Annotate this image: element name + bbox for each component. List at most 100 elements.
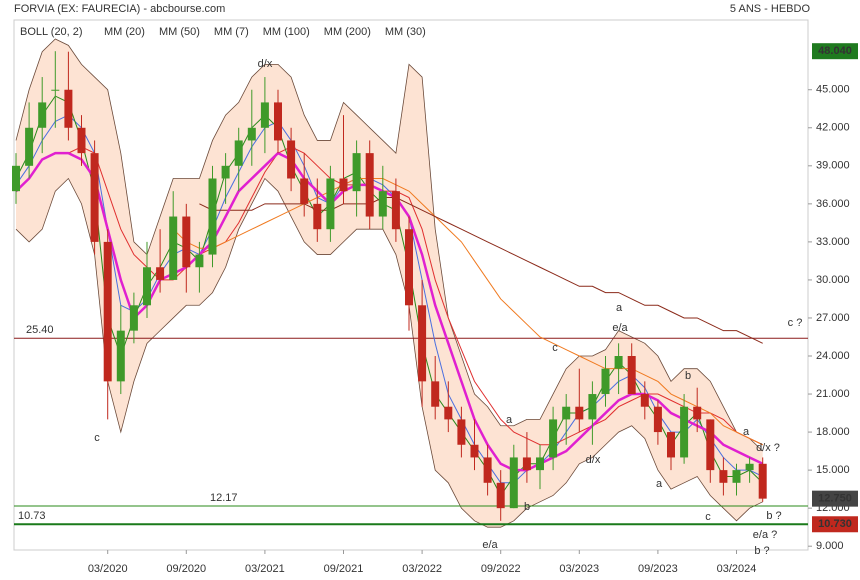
legend-label: MM (100): [263, 26, 310, 38]
price-badge: [812, 490, 858, 507]
wave-label: b: [685, 370, 691, 382]
candle-body: [339, 178, 348, 192]
x-tick-label: 03/2022: [402, 563, 442, 575]
legend-label: BOLL (20, 2): [20, 26, 83, 38]
candle-body: [391, 191, 400, 230]
moving-average: [172, 177, 763, 446]
candle-body: [51, 89, 60, 91]
candle-body: [64, 89, 73, 128]
y-tick-label: 39.000: [816, 160, 850, 172]
candle-body: [588, 394, 597, 420]
candle-body: [378, 191, 387, 217]
wave-label: d/x: [586, 454, 601, 466]
chart-subtitle: 5 ANS - HEBDO: [730, 3, 811, 15]
y-tick-label: 18.000: [816, 426, 850, 438]
candle-body: [365, 153, 374, 217]
legend-label: MM (20): [104, 26, 145, 38]
candle-body: [614, 356, 623, 369]
wave-label: e/a: [482, 539, 498, 551]
candle-body: [103, 241, 112, 382]
candle-body: [549, 419, 558, 458]
candle-body: [287, 140, 296, 179]
price-badge: [812, 43, 858, 60]
x-tick-label: 03/2023: [559, 563, 599, 575]
wave-label: c: [552, 342, 558, 354]
candle-body: [680, 406, 689, 458]
wave-label: e/a ?: [753, 529, 777, 541]
candles-layer: [12, 51, 767, 521]
lines-layer: [15, 95, 764, 497]
candle-body: [667, 432, 675, 458]
candle-body: [326, 178, 335, 230]
candle-body: [562, 406, 571, 420]
foreground-layer: 9.00012.00015.00018.00021.00024.00027.00…: [18, 26, 858, 575]
candle-body: [418, 305, 427, 382]
wave-label: a: [506, 414, 513, 426]
wave-label: c: [705, 511, 711, 523]
candle-body: [470, 444, 479, 458]
level-label: 25.40: [26, 324, 54, 336]
candle-body: [77, 127, 86, 154]
candle-body: [352, 153, 361, 192]
x-tick-label: 09/2022: [481, 563, 521, 575]
y-tick-label: 45.000: [816, 84, 850, 96]
moving-average: [199, 197, 763, 344]
candle-body: [195, 254, 204, 268]
candle-body: [274, 102, 282, 141]
candle-body: [143, 267, 151, 306]
moving-average: [15, 95, 764, 497]
x-tick-label: 09/2023: [638, 563, 678, 575]
candle-body: [405, 229, 413, 306]
candle-body: [457, 419, 466, 445]
legend-label: MM (50): [159, 26, 200, 38]
x-tick-label: 03/2021: [245, 563, 285, 575]
price-badge-label: 48.040: [818, 45, 852, 57]
wave-label: b ?: [754, 545, 769, 557]
wave-label: b: [524, 501, 530, 513]
candle-body: [745, 463, 754, 471]
candle-body: [627, 356, 636, 395]
price-badge: [812, 516, 858, 533]
y-tick-label: 24.000: [816, 350, 850, 362]
candle-body: [169, 216, 178, 280]
level-label: 10.73: [18, 510, 46, 522]
y-tick-label: 9.000: [816, 540, 844, 552]
candle-body: [25, 127, 34, 166]
level-label: 12.17: [210, 492, 238, 504]
candle-body: [719, 470, 728, 483]
x-tick-label: 03/2020: [88, 563, 128, 575]
candle-body: [575, 406, 584, 420]
candle-body: [260, 102, 269, 128]
candle-body: [732, 470, 741, 483]
wave-label: a: [616, 302, 623, 314]
y-tick-label: 42.000: [816, 122, 850, 134]
wave-label: d/x ?: [756, 442, 780, 454]
candle-body: [12, 165, 20, 192]
candle-body: [693, 406, 702, 420]
wave-label: e/a: [612, 322, 628, 334]
candle-body: [444, 406, 453, 420]
y-tick-label: 21.000: [816, 388, 850, 400]
candle-body: [601, 368, 610, 395]
candle-body: [653, 406, 662, 433]
candle-body: [90, 153, 99, 242]
candle-body: [208, 178, 217, 255]
x-tick-label: 03/2024: [717, 563, 757, 575]
bollinger-lower: [15, 177, 763, 528]
candle-body: [640, 394, 649, 407]
wave-label: a: [656, 478, 663, 490]
y-tick-label: 36.000: [816, 198, 850, 210]
bollinger-band: [16, 39, 763, 528]
y-tick-label: 33.000: [816, 236, 850, 248]
legend-label: MM (7): [214, 26, 249, 38]
candle-body: [313, 203, 322, 230]
candle-body: [221, 165, 230, 179]
wave-label: d/x: [258, 58, 273, 70]
y-tick-label: 15.000: [816, 464, 850, 476]
candle-body: [483, 457, 492, 483]
candle-body: [234, 140, 243, 166]
candle-body: [431, 381, 440, 407]
candle-body: [129, 305, 138, 331]
bands-layer: [14, 38, 808, 528]
